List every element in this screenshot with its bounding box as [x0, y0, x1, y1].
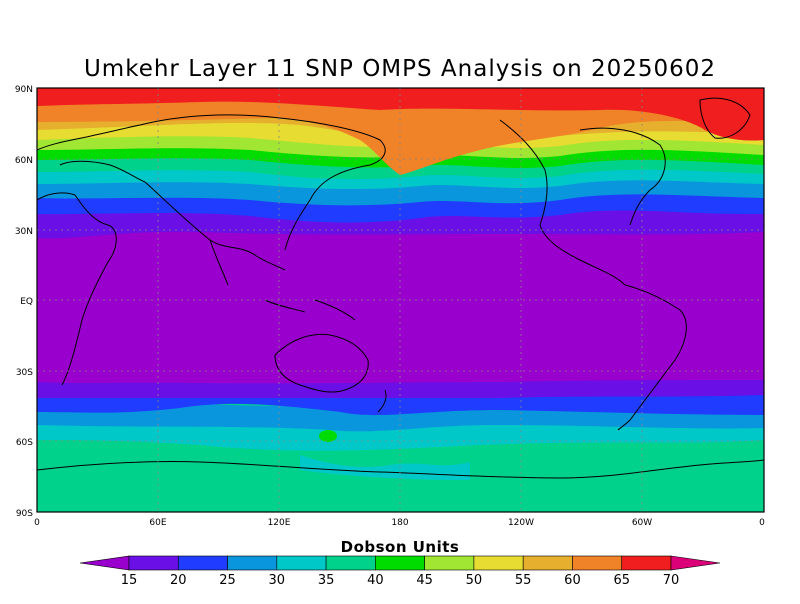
- colorbar-tick-label: 15: [121, 573, 138, 588]
- coastlines: [37, 97, 764, 479]
- colorbar-swatch: [572, 555, 623, 571]
- colorbar-tick-label: 35: [318, 573, 335, 588]
- colorbar-swatch: [128, 555, 179, 571]
- lon-label: 120E: [268, 518, 291, 528]
- map-frame: [36, 87, 765, 513]
- lat-label: 30S: [16, 368, 33, 378]
- longitude-axis: 0 60E 120E 180 120W 60W 0: [34, 518, 765, 528]
- lat-label: 60N: [15, 156, 33, 166]
- colorbar-swatch: [424, 555, 475, 571]
- colorbar-swatch: [375, 555, 425, 571]
- colorbar-tick-label: 20: [170, 573, 187, 588]
- colorbar-swatch: [276, 555, 327, 571]
- lon-label: 0: [34, 518, 40, 528]
- colorbar: 15 20 25 30 35 40 45 50 55 60 65 70: [79, 555, 721, 588]
- lat-label: EQ: [20, 297, 33, 307]
- colorbar-tick-label: 65: [613, 573, 630, 588]
- map-title: Umkehr Layer 11 SNP OMPS Analysis on 202…: [83, 56, 717, 82]
- lon-label: 60W: [632, 518, 652, 528]
- colorbar-swatch: [473, 555, 524, 571]
- colorbar-tick-label: 40: [367, 573, 384, 588]
- colorbar-swatch: [325, 555, 376, 571]
- colorbar-title: Dobson Units: [340, 538, 460, 556]
- lon-label: 0: [759, 518, 765, 528]
- colorbar-arrow-low: [79, 555, 130, 571]
- lon-label: 180: [391, 518, 408, 528]
- ozone-field: [37, 88, 764, 512]
- latitude-axis: 90N 60N 30N EQ 30S 60S 90S: [15, 85, 33, 519]
- lat-label: 90N: [15, 85, 33, 95]
- lat-label: 90S: [16, 509, 33, 519]
- colorbar-swatch: [621, 555, 672, 571]
- lat-label: 30N: [15, 227, 33, 237]
- colorbar-swatch: [227, 555, 278, 571]
- colorbar-swatch: [522, 555, 573, 571]
- lat-label: 60S: [16, 438, 33, 448]
- colorbar-tick-label: 55: [515, 573, 532, 588]
- colorbar-tick-label: 50: [466, 573, 483, 588]
- colorbar-tick-label: 60: [564, 573, 581, 588]
- colorbar-tick-label: 25: [219, 573, 236, 588]
- colorbar-arrow-high: [670, 555, 721, 571]
- graticule: [37, 88, 764, 512]
- colorbar-tick-label: 45: [416, 573, 433, 588]
- colorbar-swatch: [177, 555, 228, 571]
- colorbar-tick-label: 30: [269, 573, 286, 588]
- lon-label: 60E: [149, 518, 166, 528]
- lon-label: 120W: [508, 518, 534, 528]
- colorbar-tick-label: 70: [663, 573, 680, 588]
